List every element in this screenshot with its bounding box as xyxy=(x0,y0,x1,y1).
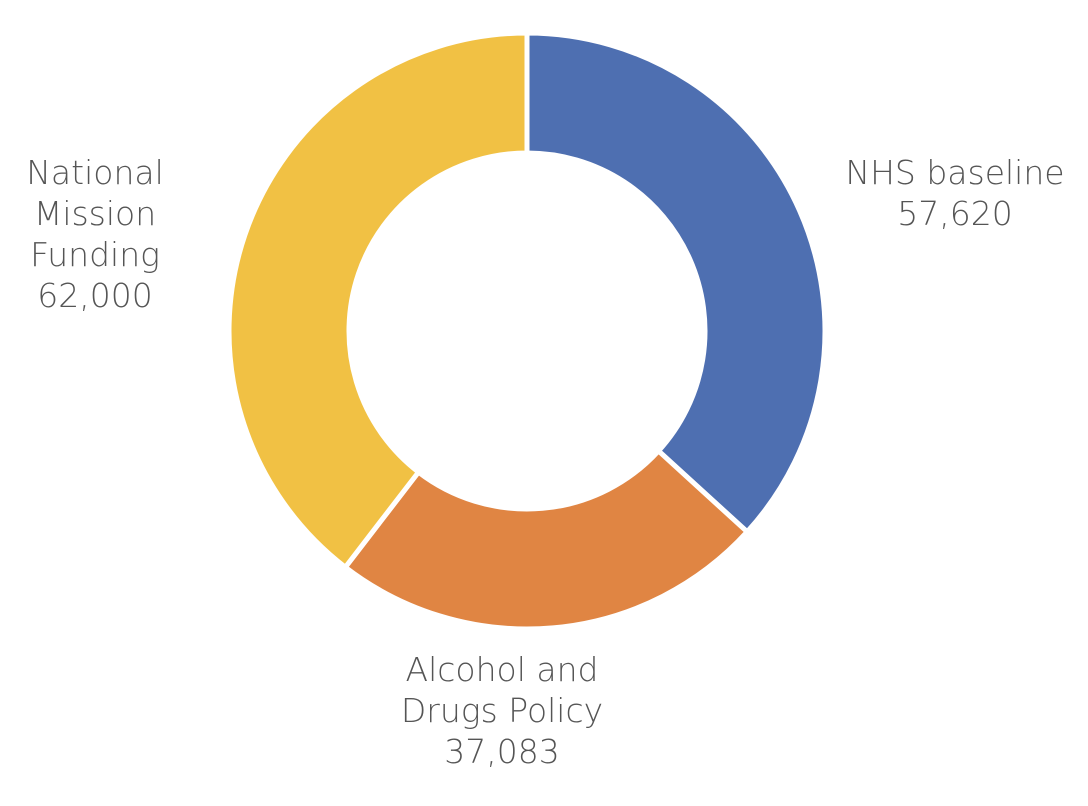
slice-label: National Mission Funding 62,000 xyxy=(10,152,180,316)
slice-label: Alcohol and Drugs Policy 37,083 xyxy=(387,649,617,772)
donut-slice xyxy=(524,30,828,536)
category-name: National Mission Funding xyxy=(26,153,164,274)
category-name: Alcohol and Drugs Policy xyxy=(400,650,604,730)
value-label: 57,620 xyxy=(897,194,1013,233)
donut-slice xyxy=(341,447,751,632)
slice-label: NHS baseline 57,620 xyxy=(825,152,1085,234)
value-label: 37,083 xyxy=(444,732,560,771)
category-name: NHS baseline xyxy=(845,153,1065,192)
donut-slice xyxy=(226,30,530,571)
value-label: 62,000 xyxy=(37,276,153,315)
